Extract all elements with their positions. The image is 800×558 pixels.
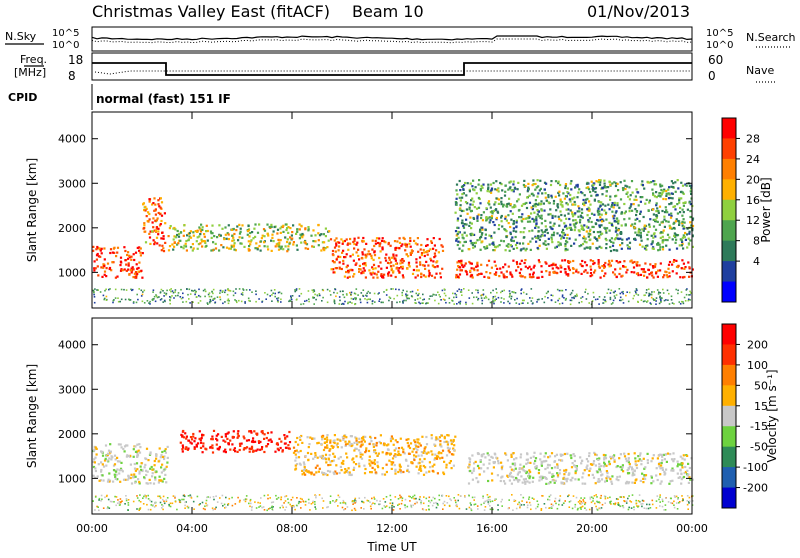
power-colorbar-tick-2: 20 xyxy=(746,173,760,186)
nsky-label: N.Sky xyxy=(5,30,37,43)
power-colorbar-swatch-4 xyxy=(722,200,736,221)
velocity-ylabel: Slant Range [km] xyxy=(25,364,39,468)
velocity-ytick-1: 3000 xyxy=(58,383,86,396)
velocity-colorbar-swatch-5 xyxy=(722,426,736,447)
freq-label: Freq. xyxy=(20,53,47,66)
date-title: 01/Nov/2013 xyxy=(587,2,690,21)
velocity-ytick-0: 4000 xyxy=(58,339,86,352)
power-colorbar-swatch-3 xyxy=(722,179,736,200)
x-tick-6: 00:00 xyxy=(676,522,708,535)
velocity-colorbar-swatch-2 xyxy=(722,365,736,386)
x-tick-2: 08:00 xyxy=(276,522,308,535)
power-colorbar-tick-6: 4 xyxy=(753,255,760,268)
power-colorbar-label: Power [dB] xyxy=(759,177,773,242)
velocity-colorbar-swatch-7 xyxy=(722,467,736,488)
power-colorbar-swatch-1 xyxy=(722,138,736,159)
station-title: Christmas Valley East (fitACF) xyxy=(92,2,330,21)
power-panel: 4000 3000 2000 1000 Slant Range [km] 28 24 20… xyxy=(25,112,773,308)
power-colorbar-swatch-0 xyxy=(722,118,736,139)
x-tick-3: 12:00 xyxy=(376,522,408,535)
power-colorbar-tick-1: 24 xyxy=(746,153,760,166)
noise-tick-bottom-left: 10^0 xyxy=(52,40,79,51)
nave-tick-bottom: 0 xyxy=(708,69,716,83)
x-tick-1: 04:00 xyxy=(176,522,208,535)
power-colorbar-swatch-7 xyxy=(722,261,736,282)
x-tick-4: 16:00 xyxy=(476,522,508,535)
power-colorbar-tick-0: 28 xyxy=(746,132,760,145)
x-tick-0: 00:00 xyxy=(76,522,108,535)
velocity-ytick-3: 1000 xyxy=(58,472,86,485)
freq-unit: [MHz] xyxy=(14,66,46,79)
cpid-label: CPID xyxy=(8,91,37,104)
velocity-colorbar-swatch-0 xyxy=(722,324,736,345)
power-colorbar-tick-4: 12 xyxy=(746,214,760,227)
velocity-colorbar-swatch-1 xyxy=(722,344,736,365)
freq-tick-bottom: 8 xyxy=(68,69,76,83)
power-colorbar-swatch-6 xyxy=(722,241,736,262)
power-ytick-1: 3000 xyxy=(58,177,86,190)
freq-panel: Freq. [MHz] 18 8 60 0 Nave xyxy=(14,53,776,83)
nave-line xyxy=(95,71,692,74)
freq-line xyxy=(92,63,692,75)
beam-title: Beam 10 xyxy=(352,2,424,21)
velocity-colorbar-swatch-3 xyxy=(722,385,736,406)
velocity-colorbar-tick-0: 200 xyxy=(747,338,768,351)
power-colorbar-swatch-5 xyxy=(722,220,736,241)
velocity-colorbar-swatch-8 xyxy=(722,488,736,509)
power-ylabel: Slant Range [km] xyxy=(25,158,39,262)
x-axis-label: Time UT xyxy=(366,540,417,554)
velocity-colorbar-label: Velocity [m s⁻¹] xyxy=(765,369,779,462)
noise-panel: N.Sky 10^5 10^0 10^5 10^0 N.Search xyxy=(5,27,796,51)
velocity-colorbar-swatch-4 xyxy=(722,406,736,427)
noise-tick-top-right: 10^5 xyxy=(706,28,733,39)
velocity-colorbar-swatch-6 xyxy=(722,447,736,468)
velocity-ytick-2: 2000 xyxy=(58,428,86,441)
power-ytick-3: 1000 xyxy=(58,266,86,279)
velocity-colorbar-tick-7: -200 xyxy=(743,482,768,495)
x-tick-5: 20:00 xyxy=(576,522,608,535)
power-ytick-0: 4000 xyxy=(58,133,86,146)
nave-tick-top: 60 xyxy=(708,53,723,67)
noise-tick-bottom-right: 10^0 xyxy=(706,40,733,51)
power-ytick-2: 2000 xyxy=(58,222,86,235)
nsearch-label: N.Search xyxy=(746,31,796,44)
cpid-text: normal (fast) 151 IF xyxy=(96,92,231,106)
velocity-panel: 4000 3000 2000 1000 Slant Range [km] 200100… xyxy=(25,318,779,514)
power-colorbar-swatch-8 xyxy=(722,282,736,303)
noise-tick-top-left: 10^5 xyxy=(52,28,79,39)
power-colorbar-tick-3: 16 xyxy=(746,194,760,207)
nave-label: Nave xyxy=(746,64,774,77)
power-colorbar-swatch-2 xyxy=(722,159,736,180)
freq-tick-top: 18 xyxy=(68,53,83,67)
